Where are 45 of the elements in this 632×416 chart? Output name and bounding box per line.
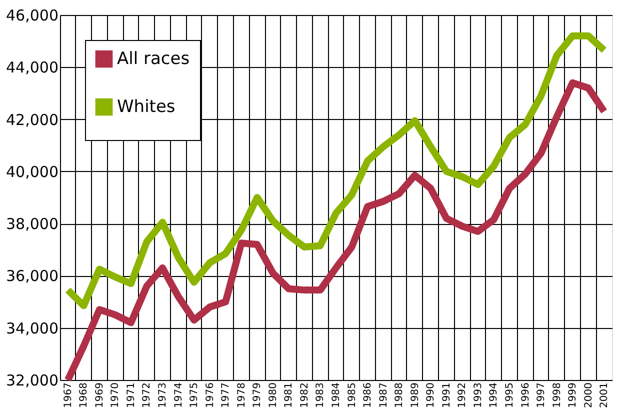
x-tick-label: 2000 (583, 382, 594, 408)
x-tick-label: 1972 (142, 382, 153, 408)
x-tick-label: 1999 (568, 382, 579, 408)
x-tick-label: 1980 (268, 382, 279, 408)
y-tick-label: 40,000 (6, 162, 58, 181)
x-tick-label: 1988 (394, 382, 406, 408)
legend-label: Whites (117, 97, 176, 117)
x-tick-label: 1968 (78, 382, 90, 408)
x-tick-label: 1974 (173, 382, 184, 408)
x-tick-label: 1984 (331, 382, 342, 408)
x-tick-label: 1973 (158, 382, 169, 408)
x-tick-label: 1985 (346, 382, 358, 408)
x-tick-label: 1967 (62, 382, 74, 408)
x-tick-label: 1970 (110, 382, 122, 408)
x-tick-label: 1971 (126, 382, 137, 408)
x-tick-label: 1996 (520, 382, 532, 408)
x-tick-label: 1981 (284, 382, 295, 408)
y-tick-label: 32,000 (6, 372, 58, 390)
x-tick-label: 1993 (472, 382, 484, 408)
x-tick-label: 1987 (378, 382, 390, 408)
y-tick-label: 36,000 (6, 267, 58, 286)
x-tick-label: 1975 (189, 382, 200, 408)
x-tick-label: 1992 (457, 382, 468, 408)
x-tick-label: 2001 (599, 382, 610, 408)
y-tick-label: 34,000 (6, 319, 58, 338)
y-tick-label: 46,000 (6, 6, 58, 24)
x-tick-label: 1986 (362, 382, 374, 408)
x-tick-label: 1990 (426, 382, 437, 408)
x-tick-label: 1982 (299, 382, 310, 408)
x-tick-label: 1976 (204, 382, 216, 408)
legend-label: All races (117, 49, 190, 69)
x-tick-label: 1995 (504, 382, 516, 408)
x-tick-label: 1978 (236, 382, 248, 408)
x-tick-label: 1994 (488, 382, 500, 408)
y-tick-label: 44,000 (6, 58, 58, 77)
y-tick-label: 42,000 (6, 110, 58, 129)
y-tick-label: 38,000 (6, 215, 58, 234)
x-tick-label: 1977 (220, 382, 232, 408)
x-tick-label: 1997 (536, 382, 548, 408)
x-tick-label: 1989 (410, 382, 421, 408)
x-tick-label: 1969 (94, 382, 106, 408)
x-tick-label: 1983 (315, 382, 326, 408)
x-tick-label: 1991 (441, 382, 452, 408)
x-tick-label: 1979 (252, 382, 264, 408)
x-tick-label: 1998 (552, 382, 563, 408)
